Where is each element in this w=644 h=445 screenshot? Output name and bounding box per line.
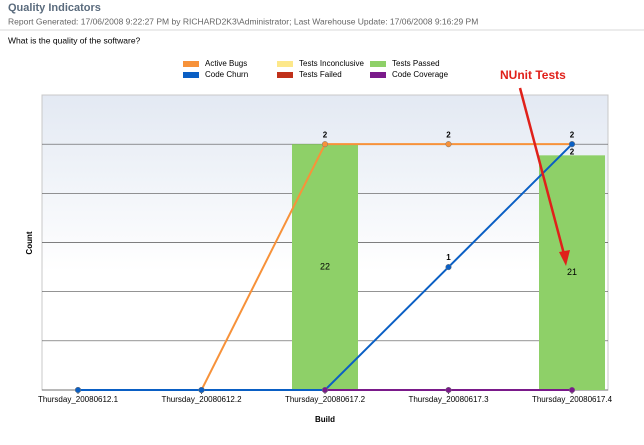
report-title: Quality Indicators [8,2,101,14]
x-tick-label: Thursday_20080612.2 [161,395,242,404]
legend-label: Code Coverage [392,70,449,79]
point [568,141,576,148]
report-subtitle: Report Generated: 17/06/2008 9:22:27 PM … [8,16,478,26]
point [445,264,452,271]
annotation-arrowhead [559,250,570,266]
point [74,386,82,394]
question: What is the quality of the software? [8,35,141,45]
data-label: 2 [570,147,575,156]
legend-label: Tests Inconclusive [299,59,364,68]
x-tick-label: Thursday_20080612.1 [38,395,119,404]
x-tick-label: Thursday_20080617.3 [408,395,489,404]
point [568,386,576,394]
annotation-arrow [518,87,567,259]
y-axis-label: Count [25,231,34,254]
legend-label: Code Churn [205,70,248,79]
legend-label: Tests Failed [299,70,342,79]
bar-label: 21 [567,267,577,277]
x-axis-label: Build [315,415,335,424]
legend-swatch [277,72,293,78]
legend-label: Active Bugs [205,59,247,68]
data-label: 2 [570,130,575,139]
x-tick-label: Thursday_20080617.4 [532,395,613,404]
legend-swatch [370,61,386,67]
bar [292,144,358,390]
legend-swatch [183,72,199,78]
data-label: 2 [323,130,328,139]
point [198,386,205,394]
data-label: 1 [446,253,451,262]
annotation: NUnit Tests [500,68,566,82]
plot: Thursday_20080612.1 Thursday_20080612.2 Th… [38,130,613,404]
point [321,386,329,394]
x-tick-label: Thursday_20080617.2 [285,395,366,404]
bar [539,155,605,390]
legend-label: Tests Passed [392,59,440,68]
data-label: 2 [446,130,451,139]
legend-swatch [277,61,293,67]
bar-label: 22 [320,261,330,271]
legend-swatch [370,72,386,78]
point [445,141,452,148]
point [445,386,452,394]
legend-swatch [183,61,199,67]
point [321,141,329,148]
